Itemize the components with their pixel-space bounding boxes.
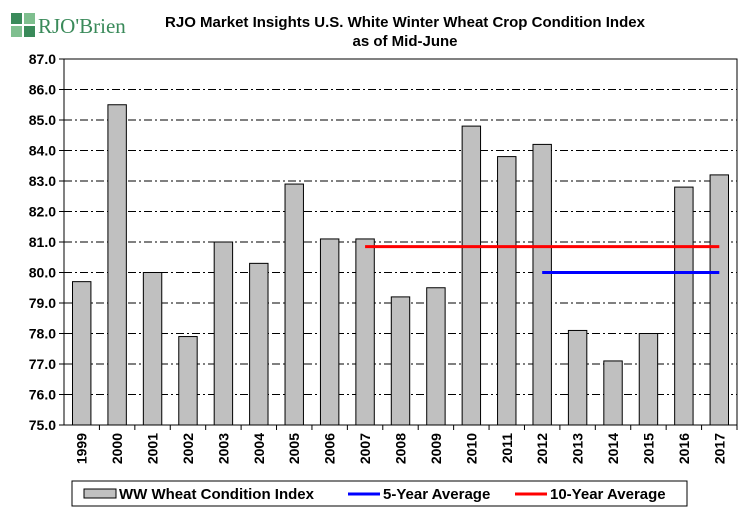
x-tick-label: 2012 (534, 433, 550, 464)
x-axis-ticks: 1999 2000 2001 2002 2003 2004 2005 2006 2007 2008… (74, 425, 738, 464)
y-tick-label: 82.0 (29, 204, 56, 220)
bar-2002 (178, 336, 198, 426)
bar-2016 (674, 186, 694, 426)
legend-box (71, 480, 688, 507)
legend-swatch-bars (83, 488, 117, 499)
x-tick-label: 2005 (286, 433, 302, 464)
x-tick-label: 2011 (499, 433, 515, 464)
y-tick-label: 77.0 (29, 356, 56, 372)
x-tick-label: 2000 (109, 433, 125, 464)
y-tick-label: 76.0 (29, 387, 56, 403)
bar-2009 (426, 287, 446, 426)
bar-2010 (461, 125, 482, 426)
x-tick-label: 2006 (322, 433, 338, 464)
x-tick-label: 2016 (676, 433, 692, 464)
bar-2007 (355, 238, 375, 426)
x-tick-label: 2002 (180, 433, 196, 464)
chart-subtitle: as of Mid-June (352, 33, 457, 50)
bar-1999 (72, 281, 92, 426)
logo-text: RJO'Brien (38, 14, 126, 38)
bar-2012 (532, 143, 552, 426)
y-axis-ticks: 75.0 76.0 77.0 78.0 79.0 80.0 81.0 82.0 83.0 84.0… (29, 51, 64, 433)
bar-2001 (142, 272, 163, 426)
y-tick-label: 80.0 (29, 265, 56, 281)
average-lines (365, 245, 720, 274)
bar-2015 (638, 333, 659, 426)
x-tick-label: 1999 (74, 433, 90, 464)
x-tick-label: 2015 (640, 433, 656, 464)
x-tick-label: 2007 (357, 433, 373, 464)
rjo-logo: RJO'Brien (11, 13, 126, 38)
x-tick-label: 2014 (605, 433, 621, 464)
x-tick-label: 2008 (393, 433, 409, 464)
y-tick-label: 84.0 (29, 143, 56, 159)
bar-2011 (497, 156, 517, 426)
x-tick-label: 2003 (215, 433, 231, 464)
y-tick-label: 87.0 (29, 51, 56, 67)
x-tick-label: 2013 (570, 433, 586, 464)
bar-2004 (249, 262, 269, 426)
x-tick-label: 2004 (251, 433, 267, 464)
bar-2006 (319, 238, 340, 426)
x-tick-label: 2017 (711, 433, 727, 464)
bar-2017 (709, 174, 729, 426)
bar-2003 (213, 241, 234, 426)
y-tick-label: 83.0 (29, 173, 56, 189)
legend-label-bars: WW Wheat Condition Index (119, 486, 315, 503)
y-tick-label: 75.0 (29, 417, 56, 433)
legend: WW Wheat Condition Index 5-Year Average … (71, 480, 688, 507)
y-tick-label: 81.0 (29, 234, 56, 250)
bar-2000 (107, 104, 127, 426)
y-tick-label: 79.0 (29, 295, 56, 311)
y-tick-label: 85.0 (29, 112, 56, 128)
gridlines (64, 89, 737, 395)
legend-label-10yr: 10-Year Average (550, 486, 666, 503)
x-tick-label: 2010 (463, 433, 479, 464)
y-tick-label: 86.0 (29, 82, 56, 98)
x-tick-label: 2001 (145, 433, 161, 464)
bar-2013 (567, 329, 588, 426)
logo-mark-icon (11, 13, 35, 37)
bar-2014 (603, 360, 623, 426)
y-tick-label: 78.0 (29, 326, 56, 342)
bars (72, 104, 729, 426)
bar-2005 (284, 183, 304, 426)
chart-title: RJO Market Insights U.S. White Winter Wh… (165, 14, 646, 31)
legend-label-5yr: 5-Year Average (383, 486, 490, 503)
bar-2008 (390, 296, 411, 426)
x-tick-label: 2009 (428, 433, 444, 464)
